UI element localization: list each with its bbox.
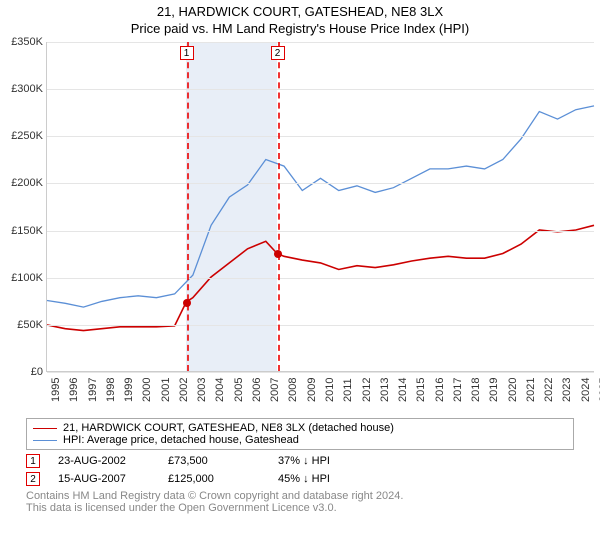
x-tick-label: 2020 [507, 378, 519, 402]
gridline-y [47, 183, 594, 184]
attribution-line-1: Contains HM Land Registry data © Crown c… [26, 490, 574, 502]
x-tick-label: 2005 [233, 378, 245, 402]
x-tick-label: 2004 [214, 378, 226, 402]
legend-label-0: 21, HARDWICK COURT, GATESHEAD, NE8 3LX (… [63, 422, 394, 434]
event-marker-0: 1 [26, 454, 40, 468]
legend-item-1: HPI: Average price, detached house, Gate… [33, 434, 567, 446]
x-tick-label: 2016 [434, 378, 446, 402]
x-tick-label: 2007 [269, 378, 281, 402]
x-tick-label: 1996 [68, 378, 80, 402]
legend-item-0: 21, HARDWICK COURT, GATESHEAD, NE8 3LX (… [33, 422, 567, 434]
y-tick-label: £300K [0, 84, 43, 95]
y-tick-label: £50K [0, 320, 43, 331]
y-tick-label: £150K [0, 226, 43, 237]
gridline-y [47, 42, 594, 43]
transaction-rows: 1 23-AUG-2002 £73,500 37% ↓ HPI 2 15-AUG… [26, 454, 574, 486]
gridline-y [47, 325, 594, 326]
transaction-row-0: 1 23-AUG-2002 £73,500 37% ↓ HPI [26, 454, 574, 468]
x-tick-label: 2019 [488, 378, 500, 402]
transaction-row-1: 2 15-AUG-2007 £125,000 45% ↓ HPI [26, 472, 574, 486]
event-label-box-0: 1 [180, 46, 194, 60]
y-tick-label: £250K [0, 131, 43, 142]
legend: 21, HARDWICK COURT, GATESHEAD, NE8 3LX (… [26, 418, 574, 450]
x-tick-label: 2018 [470, 378, 482, 402]
gridline-y [47, 372, 594, 373]
event-dot-1 [274, 250, 282, 258]
x-tick-label: 2000 [141, 378, 153, 402]
transaction-date-0: 23-AUG-2002 [58, 455, 150, 467]
x-tick-label: 2009 [306, 378, 318, 402]
x-tick-label: 2014 [397, 378, 409, 402]
y-tick-label: £200K [0, 178, 43, 189]
event-dash-1 [278, 42, 280, 371]
legend-swatch-0 [33, 428, 57, 429]
x-tick-label: 2001 [160, 378, 172, 402]
legend-swatch-1 [33, 440, 57, 441]
transaction-price-1: £125,000 [168, 473, 260, 485]
transaction-diff-0: 37% ↓ HPI [278, 455, 370, 467]
x-tick-label: 1999 [123, 378, 135, 402]
y-tick-label: £100K [0, 273, 43, 284]
event-dash-0 [187, 42, 189, 371]
chart-area: 12 £0£50K£100K£150K£200K£250K£300K£350K1… [0, 38, 600, 418]
gridline-y [47, 278, 594, 279]
event-marker-1: 2 [26, 472, 40, 486]
x-tick-label: 2022 [543, 378, 555, 402]
plot-area: 12 [46, 42, 594, 372]
transaction-date-1: 15-AUG-2007 [58, 473, 150, 485]
x-tick-label: 1995 [50, 378, 62, 402]
series-svg [47, 42, 594, 371]
gridline-y [47, 136, 594, 137]
y-tick-label: £350K [0, 37, 43, 48]
x-tick-label: 2015 [415, 378, 427, 402]
x-tick-label: 2011 [342, 378, 354, 402]
chart-subtitle: Price paid vs. HM Land Registry's House … [0, 19, 600, 38]
x-tick-label: 2017 [452, 378, 464, 402]
chart-title: 21, HARDWICK COURT, GATESHEAD, NE8 3LX [0, 0, 600, 19]
x-tick-label: 2021 [525, 378, 537, 402]
x-tick-label: 2024 [580, 378, 592, 402]
legend-label-1: HPI: Average price, detached house, Gate… [63, 434, 299, 446]
x-tick-label: 1997 [87, 378, 99, 402]
gridline-y [47, 231, 594, 232]
gridline-y [47, 89, 594, 90]
x-tick-label: 2010 [324, 378, 336, 402]
transaction-diff-1: 45% ↓ HPI [278, 473, 370, 485]
event-dot-0 [183, 299, 191, 307]
x-tick-label: 2008 [287, 378, 299, 402]
x-tick-label: 2002 [178, 378, 190, 402]
attribution: Contains HM Land Registry data © Crown c… [26, 490, 574, 514]
event-label-box-1: 2 [271, 46, 285, 60]
x-tick-label: 2003 [196, 378, 208, 402]
x-tick-label: 2006 [251, 378, 263, 402]
x-tick-label: 1998 [105, 378, 117, 402]
x-tick-label: 2023 [561, 378, 573, 402]
transaction-price-0: £73,500 [168, 455, 260, 467]
x-tick-label: 2012 [361, 378, 373, 402]
x-tick-label: 2013 [379, 378, 391, 402]
attribution-line-2: This data is licensed under the Open Gov… [26, 502, 574, 514]
y-tick-label: £0 [0, 367, 43, 378]
